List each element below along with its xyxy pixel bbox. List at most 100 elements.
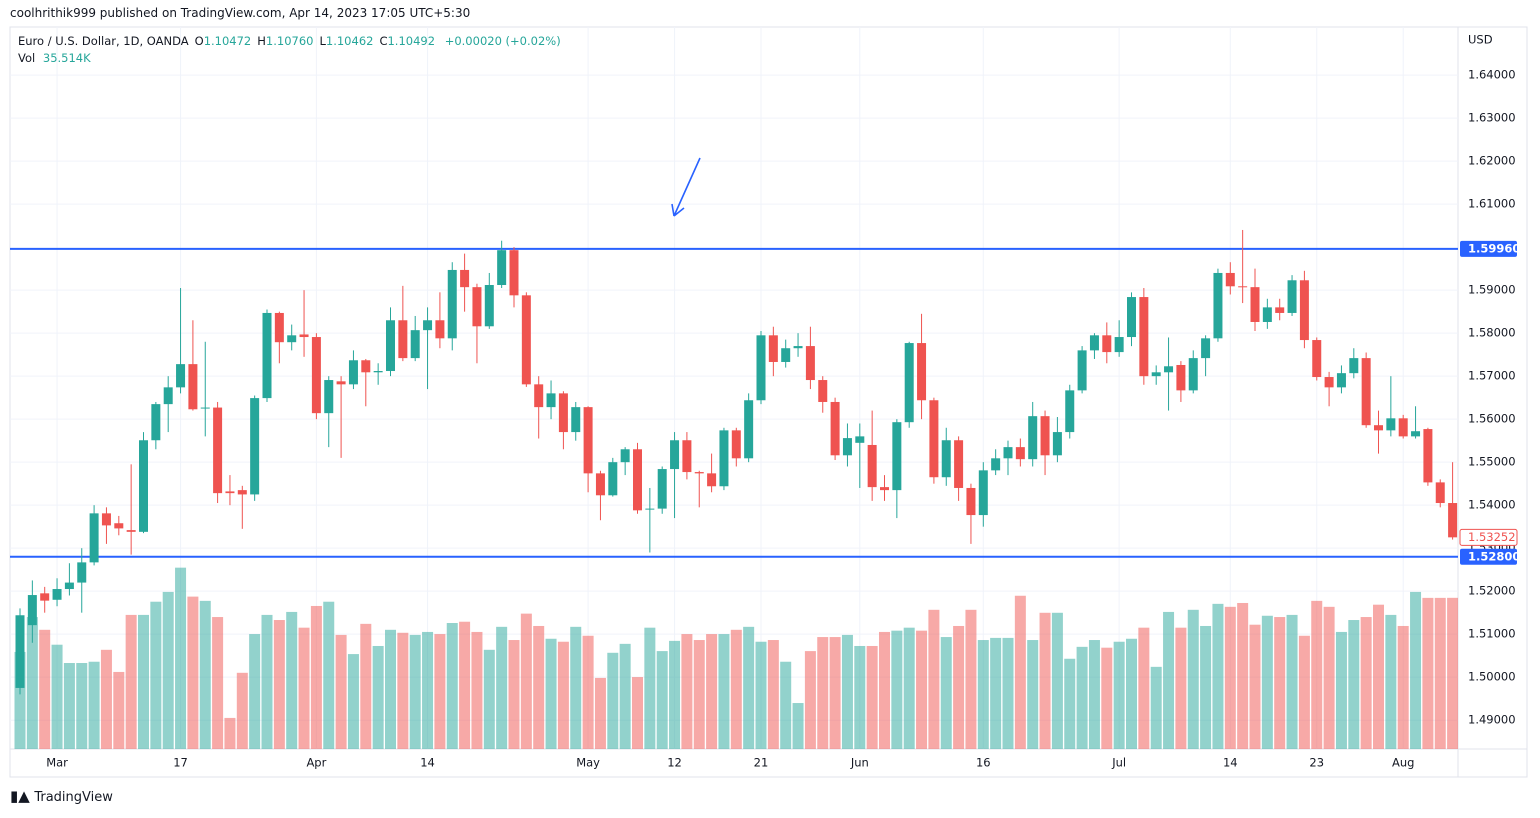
volume-bar (669, 640, 681, 749)
ohlc-value: 1.10462 (325, 34, 374, 48)
volume-bar (990, 637, 1002, 749)
candle-body (830, 401, 840, 456)
candle-body (386, 320, 395, 372)
volume-bar (1249, 624, 1261, 749)
candle-body (546, 393, 556, 408)
ohlc-value: 1.10472 (203, 34, 252, 48)
currency: USD (1468, 33, 1493, 47)
volume-bar (1261, 615, 1273, 749)
volume-bar (360, 623, 372, 749)
volume-bar (607, 652, 619, 749)
volume-bar (644, 627, 656, 749)
candle-body (225, 491, 235, 494)
candle-body (114, 523, 124, 529)
volume-bar (347, 654, 359, 749)
candle-body (1176, 364, 1186, 391)
candle-body (1349, 358, 1359, 374)
candle-body (1065, 390, 1075, 433)
volume-bar (261, 614, 273, 749)
y-tick-label: 1.56000 (1468, 412, 1516, 426)
volume-bar (273, 620, 285, 749)
volume-bar (767, 640, 779, 749)
volume-bar (928, 609, 940, 749)
candle-body (101, 513, 111, 526)
volume-bar (829, 637, 841, 749)
y-tick-label: 1.55000 (1468, 455, 1516, 469)
candle-body (744, 400, 754, 459)
x-tick-label: Jul (1111, 756, 1126, 770)
last-price-label: 1.53252 (1468, 530, 1516, 544)
volume-bar (162, 591, 174, 749)
ohlc-value: 1.10492 (387, 34, 436, 48)
volume-bar (693, 640, 705, 749)
volume-bar (706, 634, 718, 749)
last-price-tag (1459, 528, 1518, 546)
candle-body (361, 360, 371, 373)
y-tick-label: 1.62000 (1468, 154, 1516, 168)
volume-bar (397, 632, 409, 749)
candle-body (336, 381, 346, 385)
volume-bar (175, 567, 187, 749)
footer: TradingView (34, 790, 113, 805)
candle-body (410, 330, 420, 359)
y-tick-label: 1.54000 (1468, 498, 1516, 512)
x-tick-label: 14 (420, 756, 435, 770)
candle-body (707, 473, 717, 487)
candle-body (768, 335, 778, 362)
volume-bar (681, 634, 693, 749)
y-tick-label: 1.49000 (1468, 713, 1516, 727)
candle-body (1201, 338, 1211, 359)
volume-bar (582, 635, 594, 749)
volume-bar (854, 645, 866, 749)
ohlc-value: 1.10760 (265, 34, 314, 48)
candle-body (682, 440, 692, 473)
symbol: Euro / U.S. Dollar, 1D, OANDA (18, 34, 189, 48)
volume-bar (125, 614, 137, 749)
volume-bar (1088, 640, 1100, 749)
volume-bar (1323, 606, 1335, 749)
volume-bar (496, 626, 508, 749)
volume-bar (471, 631, 483, 749)
volume-bar (249, 634, 261, 749)
volume-bar (187, 596, 199, 749)
volume-bar (1076, 646, 1088, 749)
candle-body (1164, 366, 1174, 373)
volume-bar (965, 609, 977, 749)
candle-body (27, 595, 37, 626)
candle-body (348, 360, 358, 385)
volume-bar (1187, 609, 1199, 749)
candle-body (398, 320, 408, 359)
candle-body (657, 469, 667, 509)
volume-bar (1002, 637, 1014, 749)
candle-body (472, 287, 482, 327)
volume-bar (1126, 638, 1137, 749)
volume-bar (150, 601, 162, 749)
volume-key: Vol (18, 51, 36, 65)
volume-bar (286, 611, 298, 749)
candle-body (1250, 287, 1260, 322)
volume-bar (446, 623, 458, 749)
volume-bar (76, 663, 88, 749)
candle-body (509, 250, 519, 296)
volume-bar (1286, 614, 1298, 749)
ohlc-key: C (379, 34, 388, 48)
volume-bar (1447, 597, 1458, 749)
candle-body (1077, 350, 1087, 391)
volume-bar (743, 626, 755, 749)
volume-bar (817, 637, 829, 749)
candle-body (287, 335, 297, 343)
ohlc-key: O (194, 34, 204, 48)
volume-bar (1113, 641, 1125, 749)
candle-body (880, 487, 889, 491)
volume-bar (632, 677, 643, 749)
candle-body (1015, 447, 1025, 460)
volume-bar (372, 645, 384, 749)
candle-body (694, 472, 704, 474)
candle-body (1411, 431, 1421, 437)
volume-bar (879, 631, 890, 749)
candle-body (89, 513, 99, 563)
candle-body (1040, 416, 1050, 456)
volume-bar (409, 634, 421, 749)
